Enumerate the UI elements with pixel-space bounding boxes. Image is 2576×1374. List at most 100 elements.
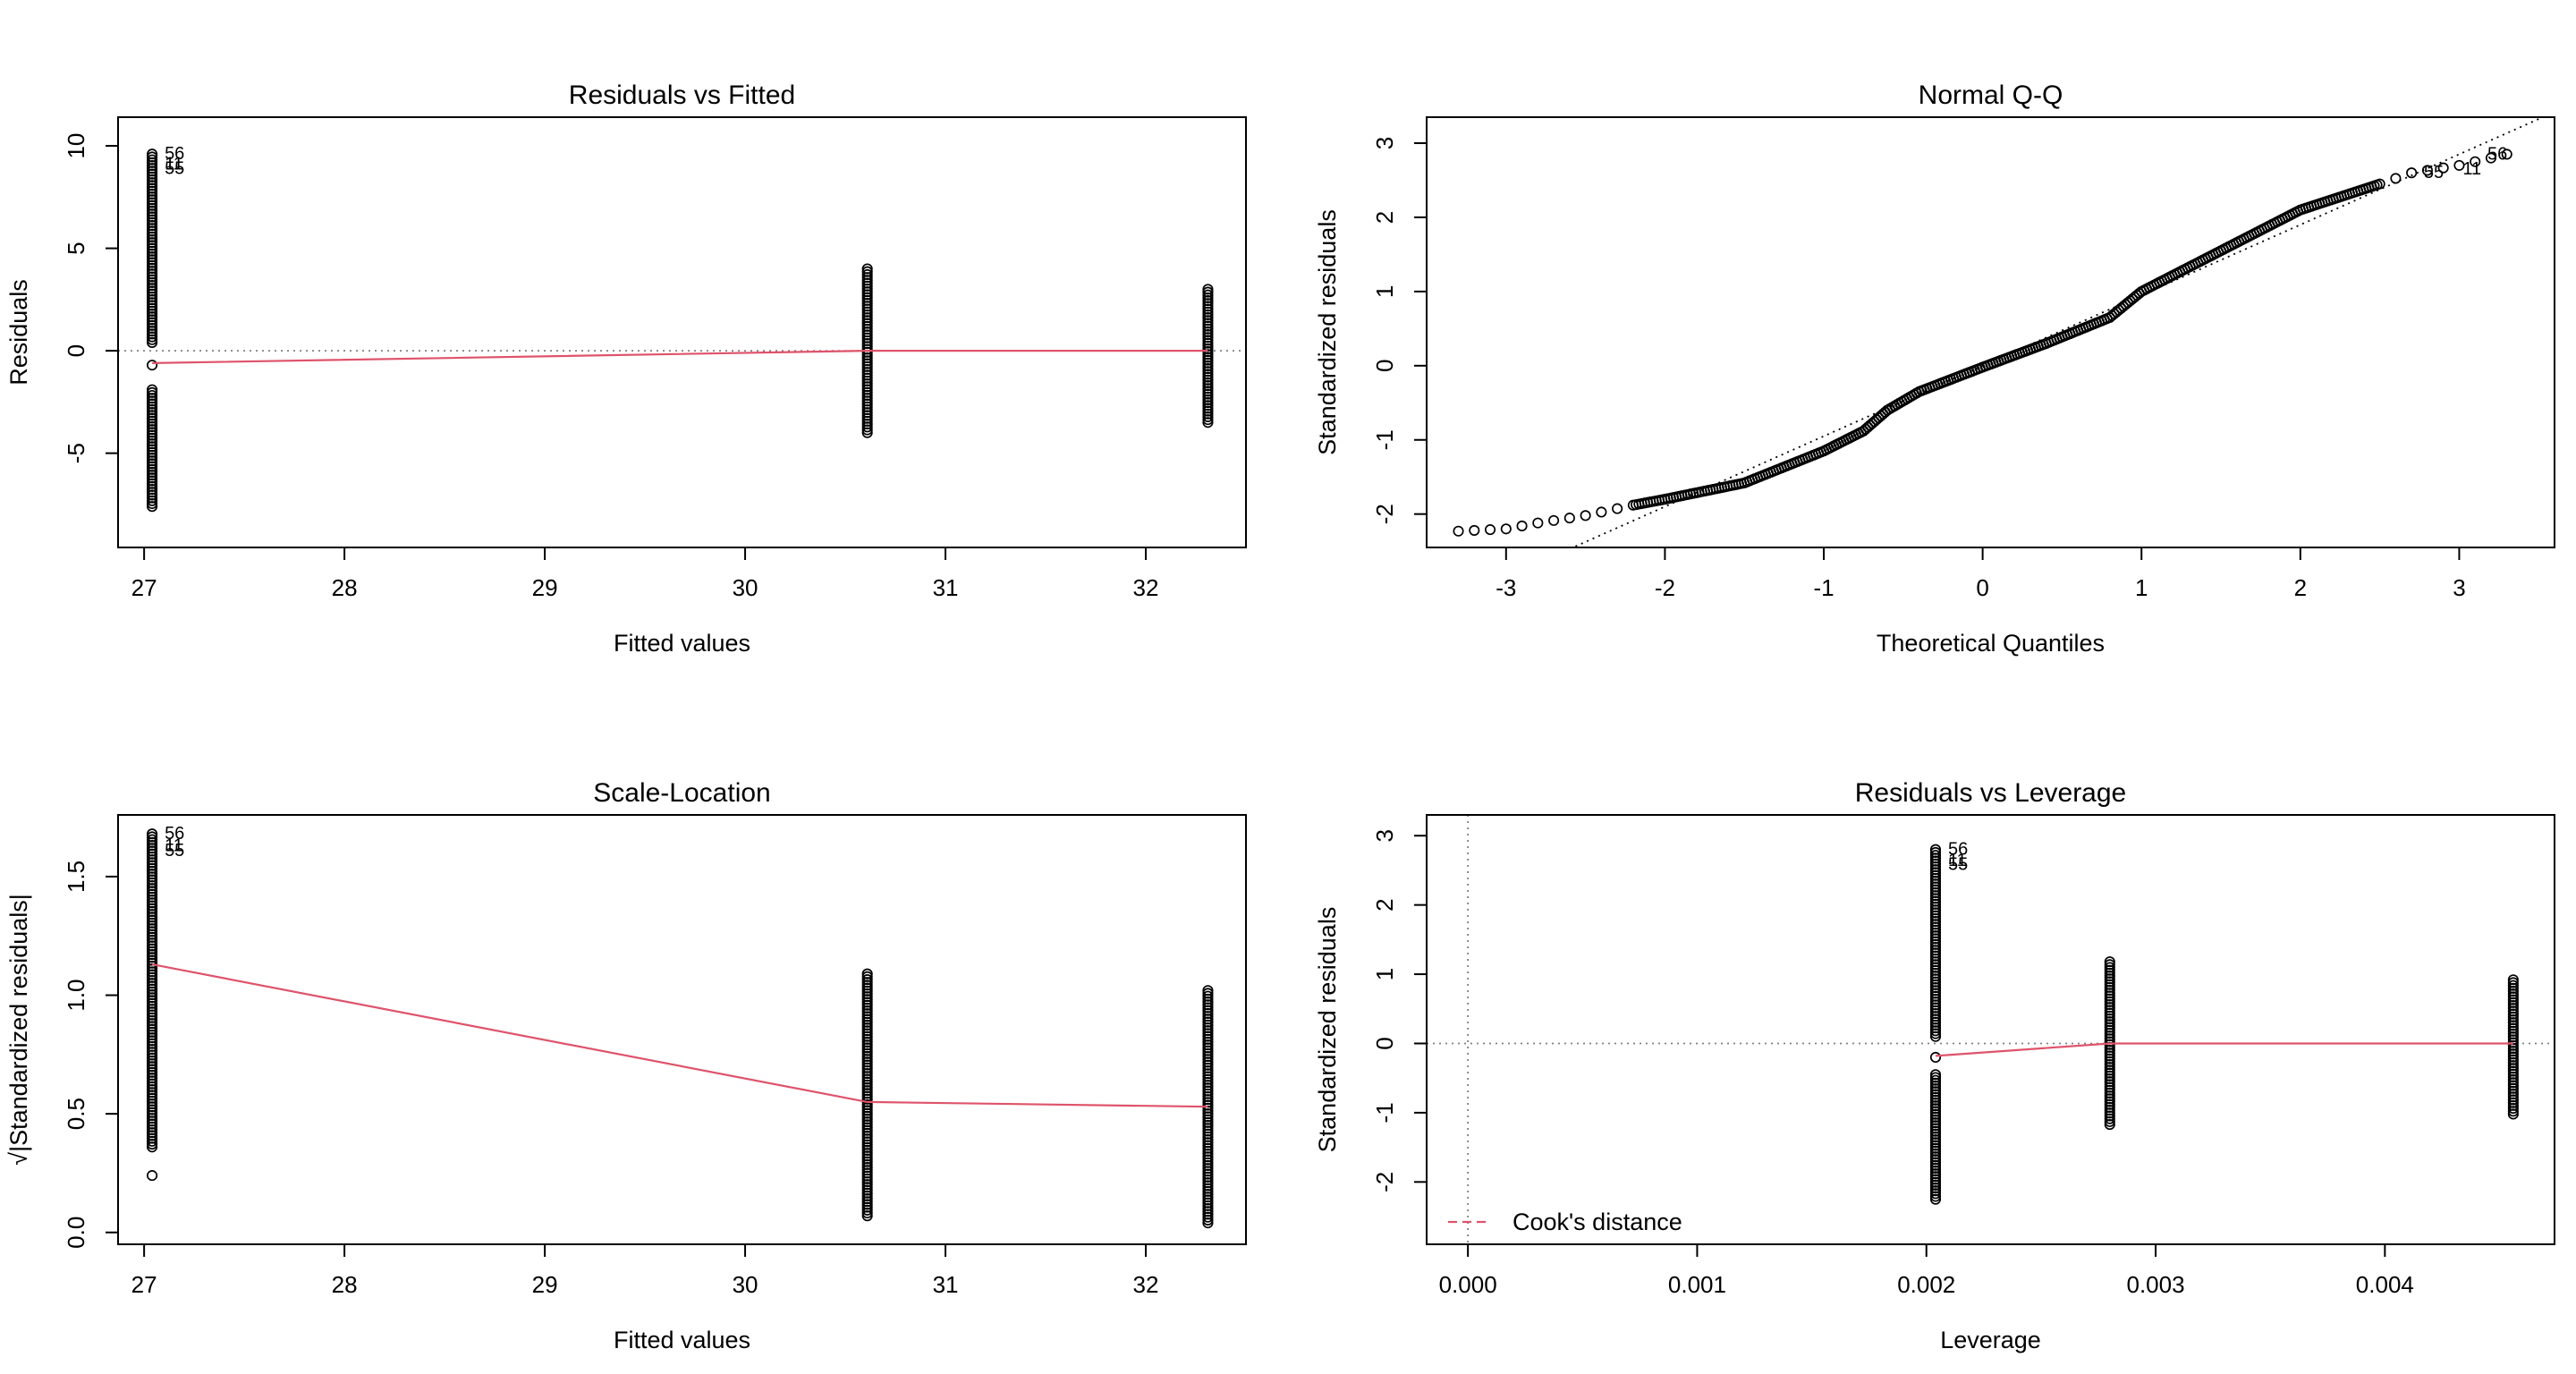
data-point	[1929, 1069, 1942, 1081]
x-tick-label: 30	[733, 1271, 758, 1298]
data-point	[1202, 320, 1214, 332]
data-point	[861, 1047, 873, 1059]
data-point	[861, 1064, 873, 1076]
data-point	[1929, 1154, 1942, 1166]
data-point	[861, 980, 873, 991]
data-point	[861, 1175, 873, 1188]
data-point	[1202, 303, 1214, 315]
y-tick-label: 0	[63, 344, 89, 357]
data-point	[147, 1135, 158, 1147]
point-label: 56	[2487, 144, 2507, 164]
x-tick-label: 0.002	[1897, 1271, 1955, 1298]
plot-frame	[1426, 814, 2555, 1245]
data-point	[1202, 397, 1214, 409]
data-point	[1929, 1125, 1942, 1137]
point-label: 11	[165, 155, 183, 174]
data-point	[861, 1042, 873, 1054]
data-point	[861, 1165, 873, 1176]
data-point	[1202, 326, 1214, 337]
data-point	[1202, 380, 1214, 392]
data-point	[1202, 357, 1214, 369]
smoother-line	[151, 963, 1208, 1108]
data-point	[1202, 405, 1214, 417]
data-point	[1202, 315, 1214, 327]
y-axis-label: √|Standardized residuals|	[5, 894, 32, 1166]
qq-point	[1500, 523, 1512, 535]
plot-area	[118, 148, 1246, 513]
point-label: 56	[1948, 840, 1968, 860]
data-point	[861, 1059, 873, 1071]
data-point	[1202, 312, 1214, 324]
data-point	[1929, 1191, 1942, 1202]
data-point	[1929, 1168, 1942, 1180]
data-point	[861, 1025, 873, 1037]
data-point	[861, 1088, 873, 1099]
x-tick-label: 0.004	[2356, 1271, 2414, 1298]
y-tick-label: 1.0	[63, 979, 89, 1011]
data-point	[1202, 1217, 1214, 1229]
data-point	[1929, 1106, 1942, 1117]
y-axis-label: Residuals	[5, 279, 32, 386]
qq-reference-line	[1571, 117, 2546, 547]
data-point	[1929, 1072, 1942, 1083]
data-point	[861, 1054, 873, 1065]
panel-2: 56 55 11 -3 -2 -1 0 1 2 3 -2 -1 0 1 2 3 Normal Q-Q Theore…	[1314, 81, 2555, 657]
data-point	[861, 968, 873, 980]
data-point	[2104, 1113, 2115, 1124]
qq-point	[1548, 514, 1560, 526]
x-tick-label: 27	[131, 574, 157, 601]
data-point	[1929, 1140, 1942, 1151]
qq-point	[1453, 525, 1464, 537]
data-point	[861, 1150, 873, 1162]
data-point	[861, 1079, 873, 1090]
data-point	[861, 1124, 873, 1136]
data-point	[861, 1028, 873, 1039]
data-point	[1202, 332, 1214, 344]
data-point	[1202, 408, 1214, 420]
y-tick-label: 2	[1371, 898, 1398, 911]
data-point	[861, 1153, 873, 1165]
data-point	[1929, 1185, 1942, 1197]
x-tick-label: 28	[332, 574, 358, 601]
data-point	[1202, 394, 1214, 405]
x-tick-label: 29	[532, 574, 558, 601]
y-axis-label: Standardized residuals	[1314, 907, 1341, 1153]
qq-point	[2374, 178, 2385, 190]
y-tick-label: 0	[1371, 1037, 1398, 1049]
y-tick-label: 0.5	[63, 1098, 89, 1130]
data-point	[1202, 360, 1214, 371]
data-point	[861, 1002, 873, 1014]
data-point	[1929, 1080, 1942, 1092]
x-axis-label: Theoretical Quantiles	[1877, 630, 2105, 657]
y-tick-label: 5	[63, 242, 89, 254]
data-point	[861, 1093, 873, 1105]
x-tick-label: 0.001	[1668, 1271, 1726, 1298]
data-point	[1202, 309, 1214, 320]
qq-point	[1580, 510, 1591, 522]
qq-point	[1484, 524, 1496, 536]
data-point	[1202, 371, 1214, 383]
data-point	[861, 1116, 873, 1128]
y-axis-label: Standardized residuals	[1314, 209, 1341, 455]
data-point	[1929, 1165, 1942, 1177]
plot-frame	[1426, 116, 2555, 548]
data-point	[1202, 377, 1214, 388]
data-point	[1202, 301, 1214, 312]
data-point	[861, 1199, 873, 1210]
qq-point	[1596, 506, 1607, 518]
point-label: 55	[1948, 855, 1968, 875]
x-axis-label: Fitted values	[614, 1327, 750, 1353]
data-point	[861, 424, 873, 436]
data-point	[1202, 383, 1214, 394]
x-axis-label: Leverage	[1940, 1327, 2041, 1353]
data-point	[1202, 318, 1214, 329]
y-tick-label: 3	[1371, 829, 1398, 842]
data-point	[861, 1113, 873, 1125]
data-point	[1202, 414, 1214, 426]
data-point	[1929, 1111, 1942, 1123]
data-point	[861, 1008, 873, 1020]
x-tick-label: 29	[532, 1271, 558, 1298]
x-tick-label: 28	[332, 1271, 358, 1298]
